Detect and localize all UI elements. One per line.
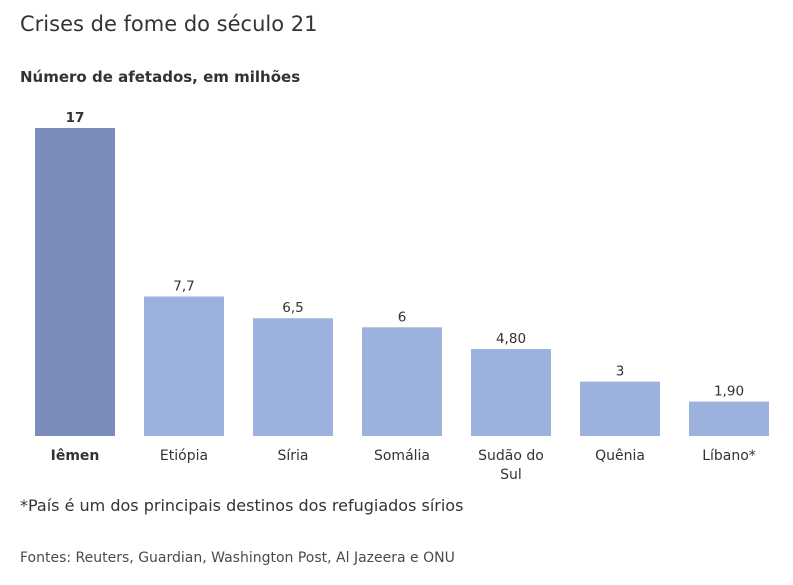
- x-tick-label-4: Somália: [374, 448, 430, 464]
- footnote: *País é um dos principais destinos dos r…: [20, 496, 464, 515]
- data-label-2: 7,7: [173, 278, 194, 294]
- chart-title: Crises de fome do século 21: [20, 12, 318, 36]
- bar-5: [471, 349, 551, 436]
- x-tick-label-1: Iêmen: [51, 448, 100, 464]
- x-tick-label-3: Síria: [277, 448, 308, 464]
- bar-7: [689, 401, 769, 436]
- sources-credit: Fontes: Reuters, Guardian, Washington Po…: [20, 550, 455, 566]
- data-label-6: 3: [616, 364, 625, 380]
- x-tick-label-6: Quênia: [595, 448, 645, 464]
- bar-3: [253, 318, 333, 436]
- data-label-7: 1,90: [714, 384, 744, 400]
- bar-6: [580, 381, 660, 436]
- bar-1: [35, 128, 115, 436]
- x-tick-label-5: Sudão do Sul: [478, 448, 544, 483]
- x-tick-label-2: Etiópia: [160, 448, 208, 464]
- x-tick-label-7: Líbano*: [702, 448, 756, 464]
- data-label-5: 4,80: [496, 331, 526, 347]
- data-label-3: 6,5: [282, 300, 303, 316]
- bar-4: [362, 327, 442, 436]
- data-label-1: 17: [66, 110, 85, 126]
- data-label-4: 6: [398, 309, 407, 325]
- bar-2: [144, 296, 224, 436]
- chart-subtitle: Número de afetados, em milhões: [20, 68, 301, 86]
